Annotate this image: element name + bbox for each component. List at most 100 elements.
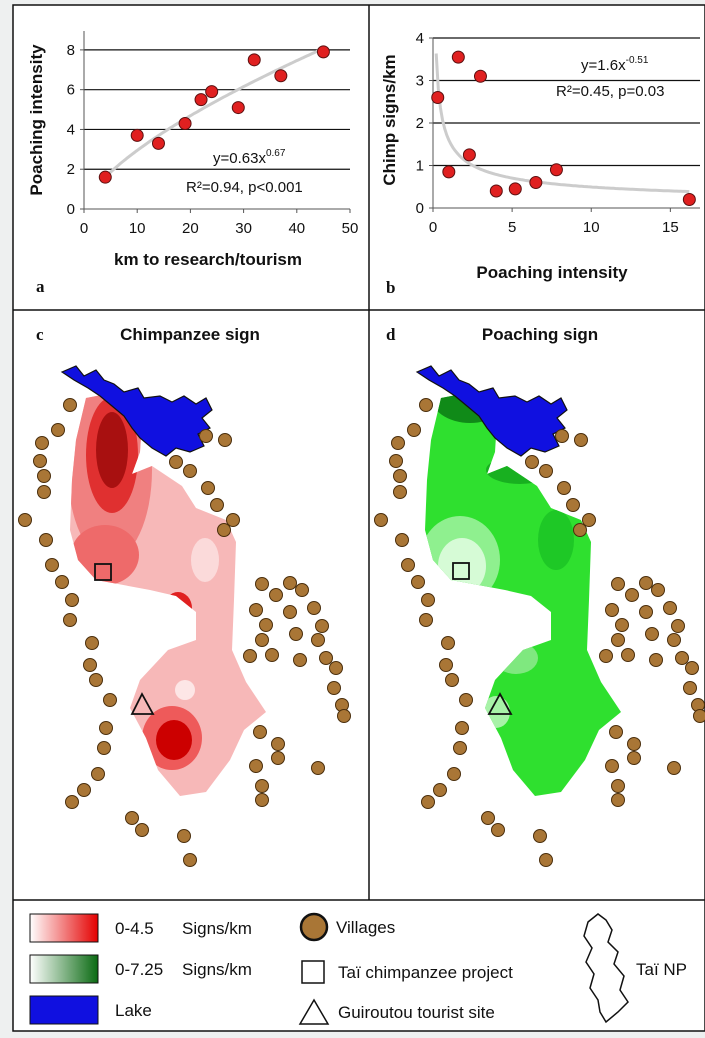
village-marker bbox=[627, 737, 641, 751]
village-marker bbox=[271, 737, 285, 751]
data-point bbox=[98, 170, 112, 184]
village-marker bbox=[63, 398, 77, 412]
poaching-high-zone bbox=[538, 510, 574, 570]
panel-c-letter: c bbox=[36, 325, 44, 344]
panel-a-equation: y=0.63x0.67 bbox=[213, 148, 286, 167]
y-tick-label: 2 bbox=[416, 115, 424, 132]
legend-project-icon bbox=[301, 960, 325, 984]
village-marker bbox=[99, 721, 113, 735]
y-tick-label: 6 bbox=[67, 82, 75, 99]
village-marker bbox=[255, 577, 269, 591]
village-marker bbox=[18, 513, 32, 527]
village-marker bbox=[39, 533, 53, 547]
panel-b-chart: 0 1 2 3 4 0 5 10 15 Poaching intensity Chimp sig… bbox=[380, 30, 700, 297]
village-marker bbox=[125, 811, 139, 825]
data-point bbox=[205, 85, 219, 99]
village-marker bbox=[83, 658, 97, 672]
village-marker bbox=[419, 613, 433, 627]
village-marker bbox=[51, 423, 65, 437]
x-tick-label: 40 bbox=[288, 220, 305, 237]
legend-project-label: Taï chimpanzee project bbox=[338, 963, 513, 982]
village-marker bbox=[649, 653, 663, 667]
village-marker bbox=[329, 661, 343, 675]
village-marker bbox=[555, 429, 569, 443]
panel-b-points bbox=[431, 50, 696, 206]
panel-a-points bbox=[98, 45, 330, 184]
panel-a-equation-base: y=0.63x bbox=[213, 150, 266, 167]
village-marker bbox=[169, 455, 183, 469]
village-marker bbox=[667, 633, 681, 647]
village-marker bbox=[283, 605, 297, 619]
village-marker bbox=[582, 513, 596, 527]
y-tick-label: 0 bbox=[67, 201, 75, 218]
village-marker bbox=[311, 761, 325, 775]
village-marker bbox=[459, 693, 473, 707]
village-marker bbox=[611, 793, 625, 807]
legend-poaching-units: Signs/km bbox=[182, 960, 252, 979]
village-marker bbox=[557, 481, 571, 495]
village-marker bbox=[255, 779, 269, 793]
x-tick-label: 0 bbox=[80, 220, 88, 237]
village-marker bbox=[421, 795, 435, 809]
village-marker bbox=[63, 613, 77, 627]
panel-b-letter: b bbox=[386, 278, 395, 297]
village-markers bbox=[374, 398, 705, 867]
village-marker bbox=[433, 783, 447, 797]
village-marker bbox=[663, 601, 677, 615]
data-point bbox=[231, 101, 245, 115]
chimp-peak-zone bbox=[156, 720, 192, 760]
data-point bbox=[489, 184, 503, 198]
legend-tourist-label: Guiroutou tourist site bbox=[338, 1003, 495, 1022]
village-marker bbox=[491, 823, 505, 837]
village-marker bbox=[249, 603, 263, 617]
x-tick-label: 50 bbox=[342, 220, 359, 237]
village-marker bbox=[639, 605, 653, 619]
village-marker bbox=[611, 633, 625, 647]
x-tick-label: 15 bbox=[662, 219, 679, 236]
data-point bbox=[194, 93, 208, 107]
village-marker bbox=[293, 653, 307, 667]
village-marker bbox=[566, 498, 580, 512]
village-marker bbox=[65, 593, 79, 607]
panel-d-letter: d bbox=[386, 325, 396, 344]
village-marker bbox=[573, 523, 587, 537]
village-marker bbox=[177, 829, 191, 843]
village-marker bbox=[255, 633, 269, 647]
village-marker bbox=[407, 423, 421, 437]
panel-a-ticks: 0 2 4 6 8 0 10 20 30 40 50 bbox=[67, 42, 359, 237]
village-marker bbox=[255, 793, 269, 807]
panel-a-fit-curve bbox=[104, 47, 325, 179]
y-tick-label: 4 bbox=[67, 121, 75, 138]
data-point bbox=[130, 128, 144, 142]
village-marker bbox=[683, 681, 697, 695]
y-tick-label: 3 bbox=[416, 73, 424, 90]
village-marker bbox=[605, 759, 619, 773]
village-marker bbox=[243, 649, 257, 663]
village-marker bbox=[693, 709, 705, 723]
village-marker bbox=[393, 485, 407, 499]
village-marker bbox=[447, 767, 461, 781]
legend-lake-swatch bbox=[29, 995, 99, 1025]
village-marker bbox=[89, 673, 103, 687]
panel-b-equation-base: y=1.6x bbox=[581, 57, 626, 74]
village-marker bbox=[201, 481, 215, 495]
village-marker bbox=[395, 533, 409, 547]
panel-a-y-label: Poaching intensity bbox=[27, 44, 46, 196]
village-marker bbox=[103, 693, 117, 707]
village-marker bbox=[249, 759, 263, 773]
village-marker bbox=[645, 627, 659, 641]
data-point bbox=[316, 45, 330, 59]
village-marker bbox=[667, 761, 681, 775]
village-marker bbox=[315, 619, 329, 633]
panel-a-equation-exp: 0.67 bbox=[266, 148, 286, 159]
data-point bbox=[247, 53, 261, 67]
village-marker bbox=[539, 464, 553, 478]
village-marker bbox=[85, 636, 99, 650]
x-tick-label: 0 bbox=[429, 219, 437, 236]
data-point bbox=[508, 182, 522, 196]
tai-project-marker bbox=[452, 562, 470, 580]
village-marker bbox=[621, 648, 635, 662]
panel-c-title: Chimpanzee sign bbox=[120, 325, 260, 344]
legend-villages-label: Villages bbox=[336, 918, 395, 937]
